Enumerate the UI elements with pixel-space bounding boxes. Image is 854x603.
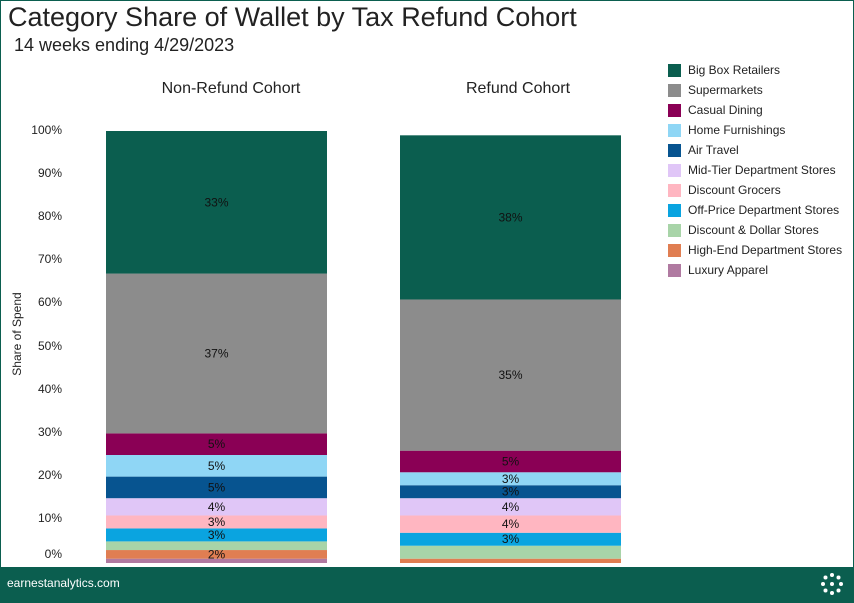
legend-swatch bbox=[668, 224, 681, 237]
bar-segment bbox=[400, 299, 621, 451]
bar-segment bbox=[106, 476, 327, 499]
data-label: 38% bbox=[498, 210, 522, 224]
y-tick: 90% bbox=[37, 166, 62, 180]
legend-swatch bbox=[668, 104, 681, 117]
y-tick: 70% bbox=[37, 252, 62, 266]
bar-segment bbox=[400, 515, 621, 533]
data-label: 3% bbox=[502, 532, 520, 546]
data-label: 5% bbox=[208, 480, 226, 494]
legend-label: Air Travel bbox=[688, 143, 739, 157]
legend-swatch bbox=[668, 84, 681, 97]
bar-segment bbox=[106, 273, 327, 434]
y-tick: 40% bbox=[37, 382, 62, 396]
data-label: 35% bbox=[498, 368, 522, 382]
legend-label: Discount Grocers bbox=[688, 183, 781, 197]
legend-swatch bbox=[668, 164, 681, 177]
y-tick: 10% bbox=[37, 511, 62, 525]
legend-label: Mid-Tier Department Stores bbox=[688, 163, 836, 177]
y-tick: 50% bbox=[37, 339, 62, 353]
bar-segment bbox=[400, 545, 621, 559]
data-label: 4% bbox=[502, 517, 520, 531]
data-label: 3% bbox=[502, 485, 520, 499]
bar-segment bbox=[400, 558, 621, 563]
y-tick: 30% bbox=[37, 425, 62, 439]
category-label-refund: Refund Cohort bbox=[465, 80, 571, 97]
category-label-non-refund: Non-Refund Cohort bbox=[161, 80, 301, 97]
y-tick: 100% bbox=[31, 123, 62, 137]
bar-segment bbox=[400, 472, 621, 486]
bar-segment bbox=[400, 135, 621, 300]
bar-segment bbox=[106, 515, 327, 529]
legend-label: Casual Dining bbox=[688, 103, 763, 117]
legend-swatch bbox=[668, 244, 681, 257]
chart-title: Category Share of Wallet by Tax Refund C… bbox=[8, 2, 577, 32]
y-tick: 80% bbox=[37, 209, 62, 223]
data-label: 5% bbox=[208, 459, 226, 473]
legend-swatch bbox=[668, 124, 681, 137]
legend-swatch bbox=[668, 144, 681, 157]
legend-label: Home Furnishings bbox=[688, 123, 786, 137]
y-tick: 0% bbox=[44, 547, 62, 561]
legend-swatch bbox=[668, 204, 681, 217]
data-label: 2% bbox=[208, 547, 226, 561]
bar-segment bbox=[400, 485, 621, 499]
data-label: 3% bbox=[208, 528, 226, 542]
bar-segment bbox=[400, 450, 621, 473]
bar-segment bbox=[106, 550, 327, 559]
legend-swatch bbox=[668, 64, 681, 77]
earnest-logo-icon bbox=[821, 573, 843, 595]
bar-segment bbox=[400, 532, 621, 546]
legend-label: Supermarkets bbox=[688, 83, 763, 97]
legend-label: Discount & Dollar Stores bbox=[688, 223, 819, 237]
data-label: 3% bbox=[208, 515, 226, 529]
bar-segment bbox=[106, 528, 327, 542]
bar-segment bbox=[106, 131, 327, 274]
footer-bar: earnestanalytics.com bbox=[1, 567, 853, 602]
bar-segment bbox=[106, 541, 327, 551]
y-tick: 60% bbox=[37, 295, 62, 309]
bar-segment bbox=[106, 433, 327, 455]
legend-swatch bbox=[668, 264, 681, 277]
legend-label: High-End Department Stores bbox=[688, 243, 843, 257]
brand-link[interactable]: earnestanalytics.com bbox=[7, 576, 120, 590]
legend-swatch bbox=[668, 184, 681, 197]
bar-segment bbox=[106, 498, 327, 516]
legend-label: Luxury Apparel bbox=[688, 263, 769, 277]
data-label: 4% bbox=[208, 500, 226, 514]
bar-segment bbox=[106, 558, 327, 563]
data-label: 5% bbox=[208, 437, 226, 451]
chart-subtitle: 14 weeks ending 4/29/2023 bbox=[14, 35, 235, 55]
bar-segment bbox=[106, 455, 327, 477]
y-tick: 20% bbox=[37, 468, 62, 482]
data-label: 3% bbox=[502, 472, 520, 486]
data-label: 37% bbox=[204, 346, 228, 360]
data-label: 4% bbox=[502, 500, 520, 514]
data-label: 33% bbox=[204, 195, 228, 209]
legend-label: Off-Price Department Stores bbox=[688, 203, 840, 217]
bar-segment bbox=[400, 498, 621, 516]
data-label: 5% bbox=[502, 454, 520, 468]
legend-label: Big Box Retailers bbox=[688, 63, 781, 77]
